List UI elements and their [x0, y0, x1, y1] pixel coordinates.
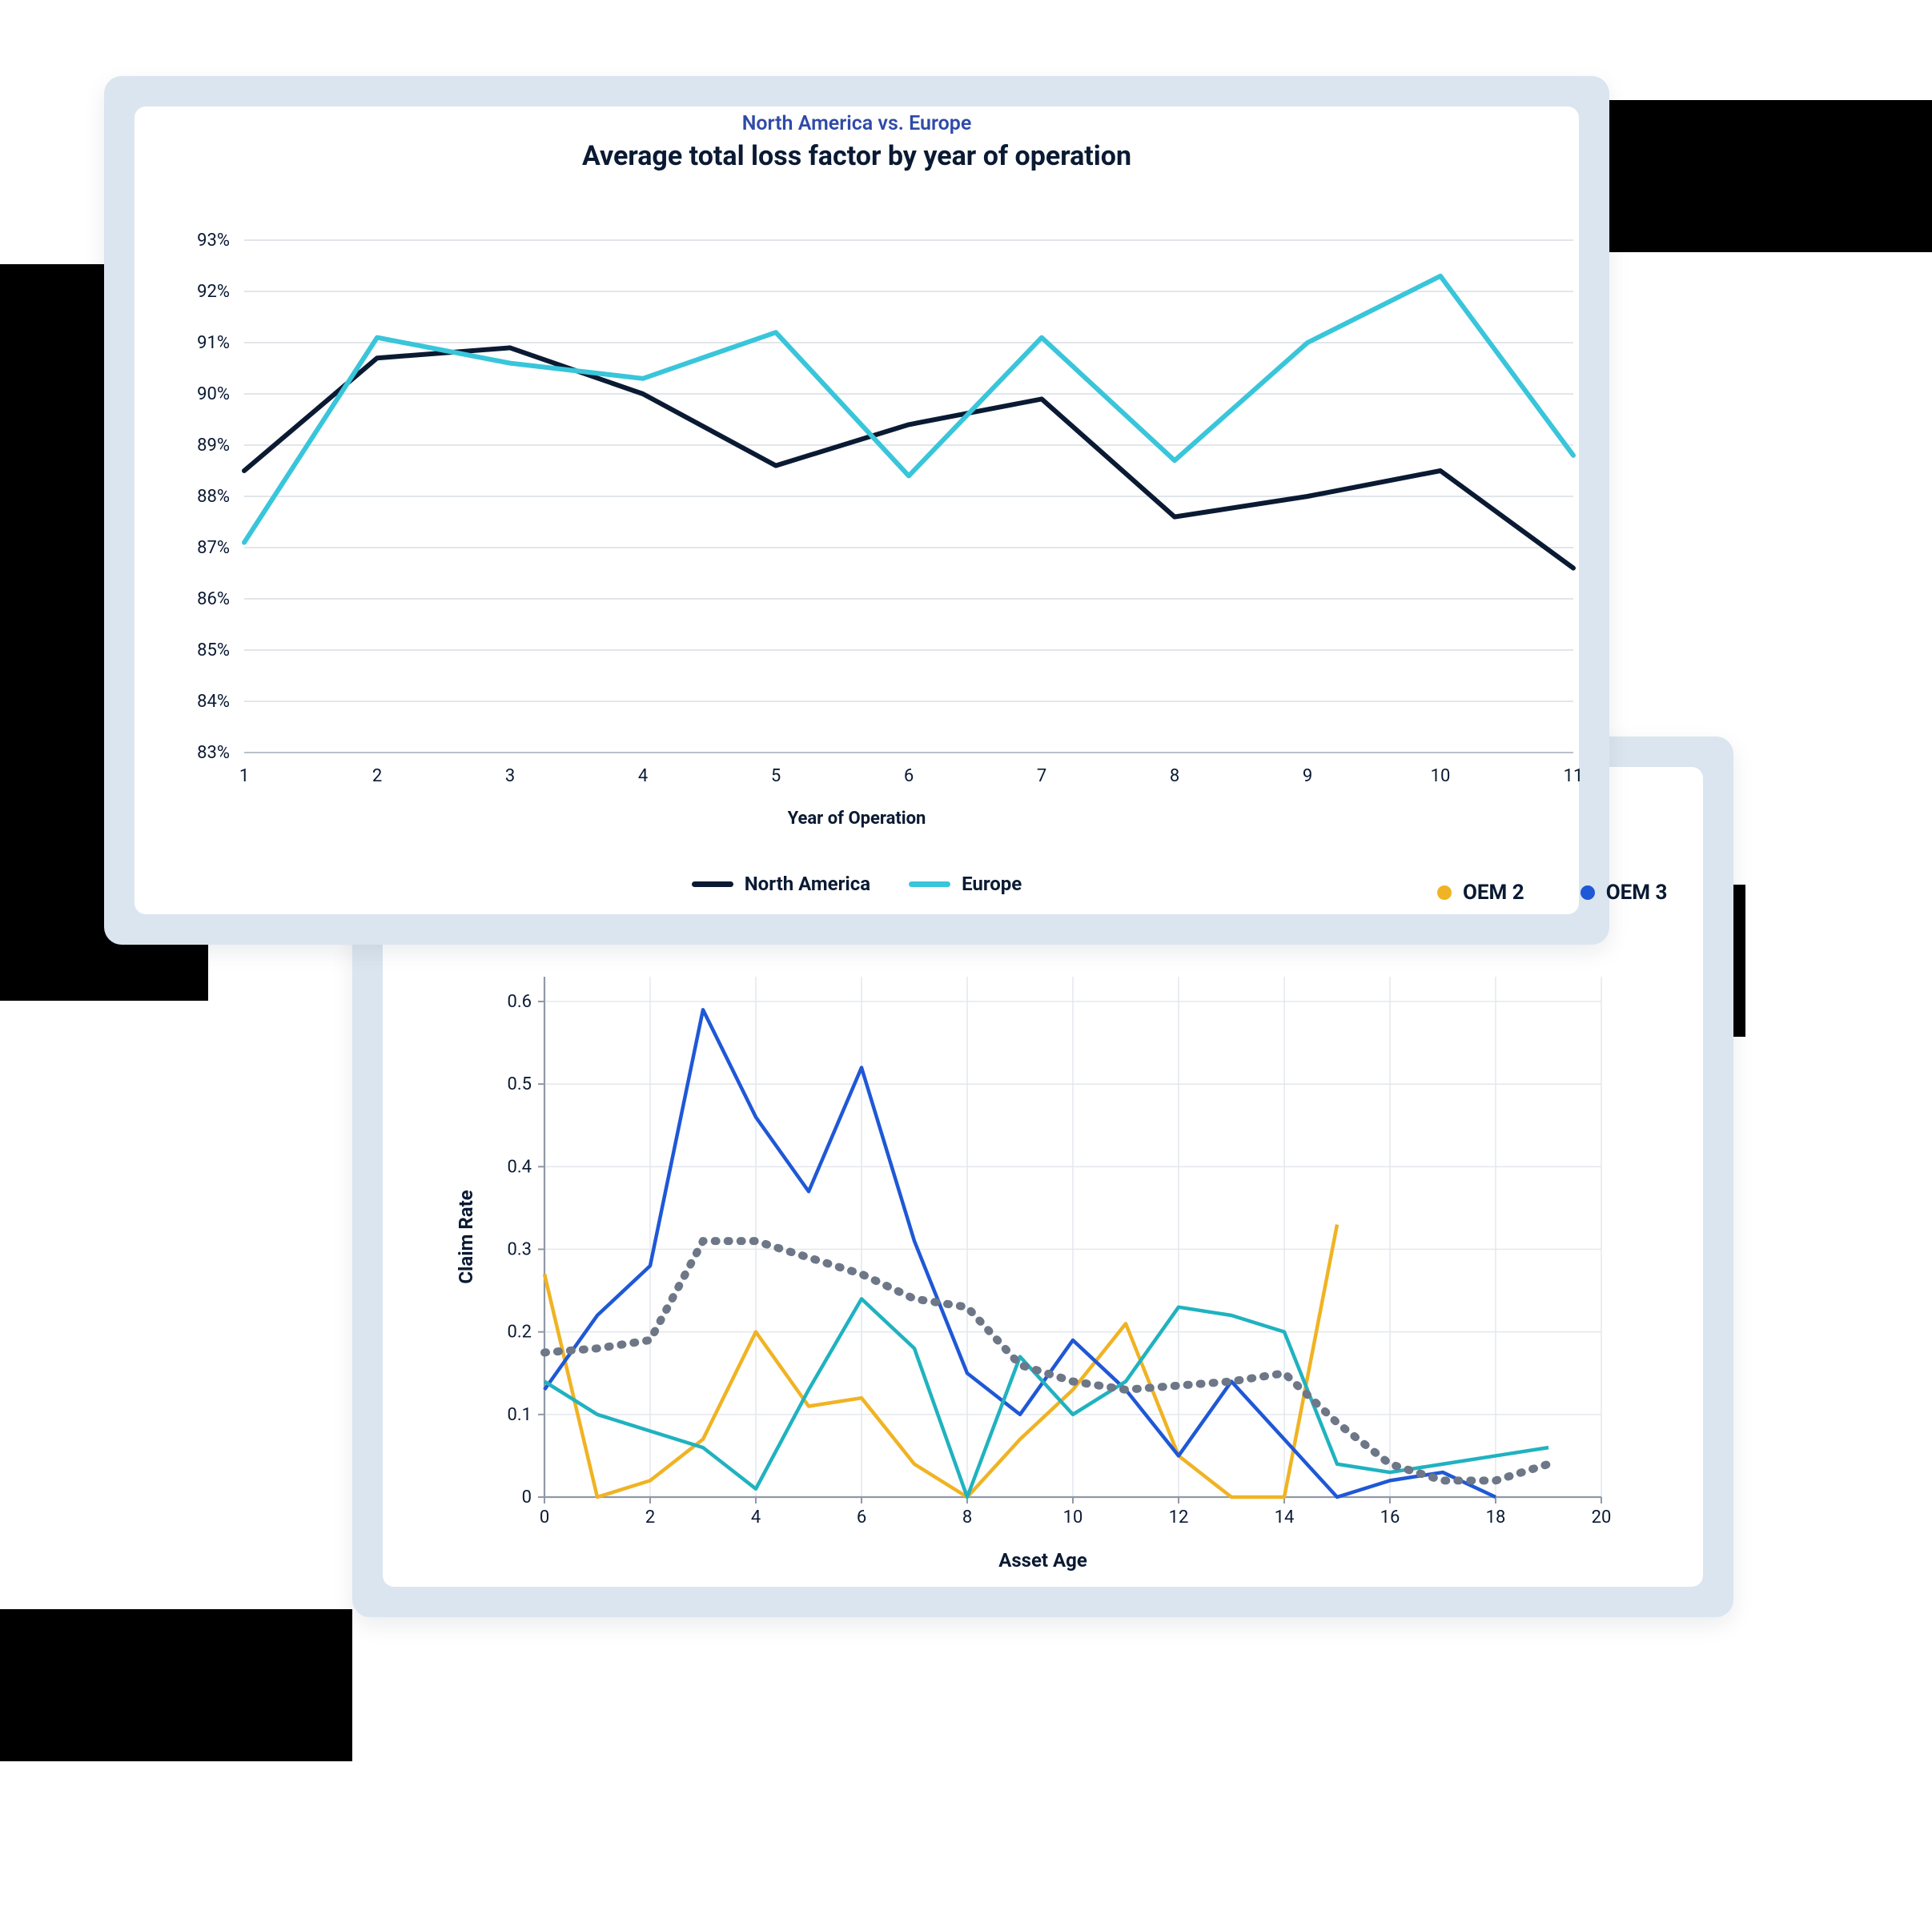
svg-text:14: 14 [1275, 1507, 1295, 1528]
svg-text:0: 0 [540, 1507, 549, 1528]
chart2-x-axis-label: Asset Age [352, 1549, 1733, 1572]
svg-text:0.3: 0.3 [507, 1239, 532, 1259]
legend-dot [1437, 885, 1452, 900]
svg-text:0.2: 0.2 [507, 1323, 532, 1343]
svg-text:10: 10 [1063, 1507, 1083, 1528]
svg-text:0: 0 [522, 1487, 532, 1507]
svg-text:16: 16 [1380, 1507, 1400, 1528]
svg-text:0.6: 0.6 [507, 992, 532, 1012]
svg-text:18: 18 [1486, 1507, 1506, 1528]
svg-text:0.1: 0.1 [507, 1405, 532, 1425]
chart2-y-axis-label: Claim Rate [455, 1157, 477, 1317]
legend-item-oem3: OEM 3 [1581, 881, 1668, 905]
svg-text:4: 4 [751, 1507, 761, 1528]
svg-text:20: 20 [1592, 1507, 1612, 1528]
svg-text:6: 6 [857, 1507, 866, 1528]
svg-text:2: 2 [645, 1507, 655, 1528]
legend-item-oem2: OEM 2 [1437, 881, 1524, 905]
legend-label: OEM 3 [1606, 881, 1668, 905]
svg-text:8: 8 [962, 1507, 972, 1528]
chart2-legend: OEM 2 OEM 3 [1437, 881, 1667, 905]
svg-text:0.5: 0.5 [507, 1074, 532, 1094]
stage: North America vs. Europe Average total l… [0, 0, 1932, 1927]
svg-text:0.4: 0.4 [507, 1157, 532, 1177]
legend-label: OEM 2 [1463, 881, 1524, 905]
chart2-plot: 0 2 4 6 8 10 12 14 16 18 20 0 0.1 0.2 0.3 0.4 0.5 0.6 [0, 0, 1932, 1927]
svg-text:12: 12 [1169, 1507, 1189, 1528]
legend-dot [1581, 885, 1595, 900]
